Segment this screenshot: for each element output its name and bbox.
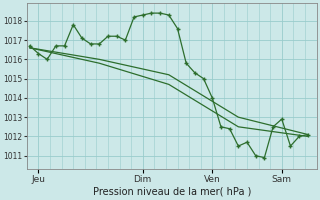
- X-axis label: Pression niveau de la mer( hPa ): Pression niveau de la mer( hPa ): [92, 187, 251, 197]
